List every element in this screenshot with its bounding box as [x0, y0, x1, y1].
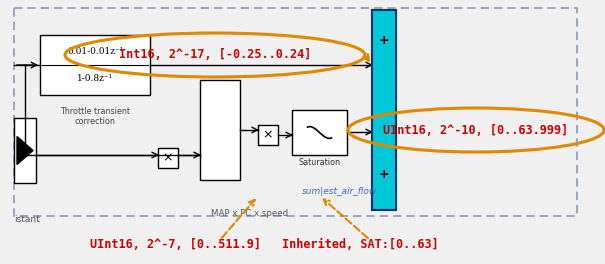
Text: sum|est_air_flow: sum|est_air_flow — [302, 187, 378, 196]
Polygon shape — [17, 136, 33, 164]
Bar — [258, 125, 278, 145]
Text: istant: istant — [14, 215, 40, 224]
Bar — [372, 10, 396, 210]
Text: +: + — [379, 34, 389, 46]
Bar — [158, 148, 178, 168]
Text: Inherited, SAT:[0..63]: Inherited, SAT:[0..63] — [281, 238, 439, 252]
Bar — [200, 80, 240, 180]
Text: ×: × — [263, 129, 273, 142]
Text: 0.01-0.01z⁻¹: 0.01-0.01z⁻¹ — [67, 47, 123, 56]
Bar — [14, 118, 36, 183]
Bar — [292, 110, 347, 155]
Text: ×: × — [163, 152, 173, 164]
Bar — [14, 8, 577, 216]
Text: 1-0.8z⁻¹: 1-0.8z⁻¹ — [77, 74, 113, 83]
Text: +: + — [379, 168, 389, 182]
Text: UInt16, 2^-7, [0..511.9]: UInt16, 2^-7, [0..511.9] — [90, 238, 261, 252]
Text: Throttle transient
correction: Throttle transient correction — [60, 107, 130, 126]
Text: UInt16, 2^-10, [0..63.999]: UInt16, 2^-10, [0..63.999] — [384, 124, 569, 136]
Text: Int16, 2^-17, [-0.25..0.24]: Int16, 2^-17, [-0.25..0.24] — [119, 49, 311, 62]
Bar — [40, 35, 150, 95]
Text: Saturation: Saturation — [298, 158, 341, 167]
Text: MAP x PC x speed: MAP x PC x speed — [211, 209, 289, 218]
